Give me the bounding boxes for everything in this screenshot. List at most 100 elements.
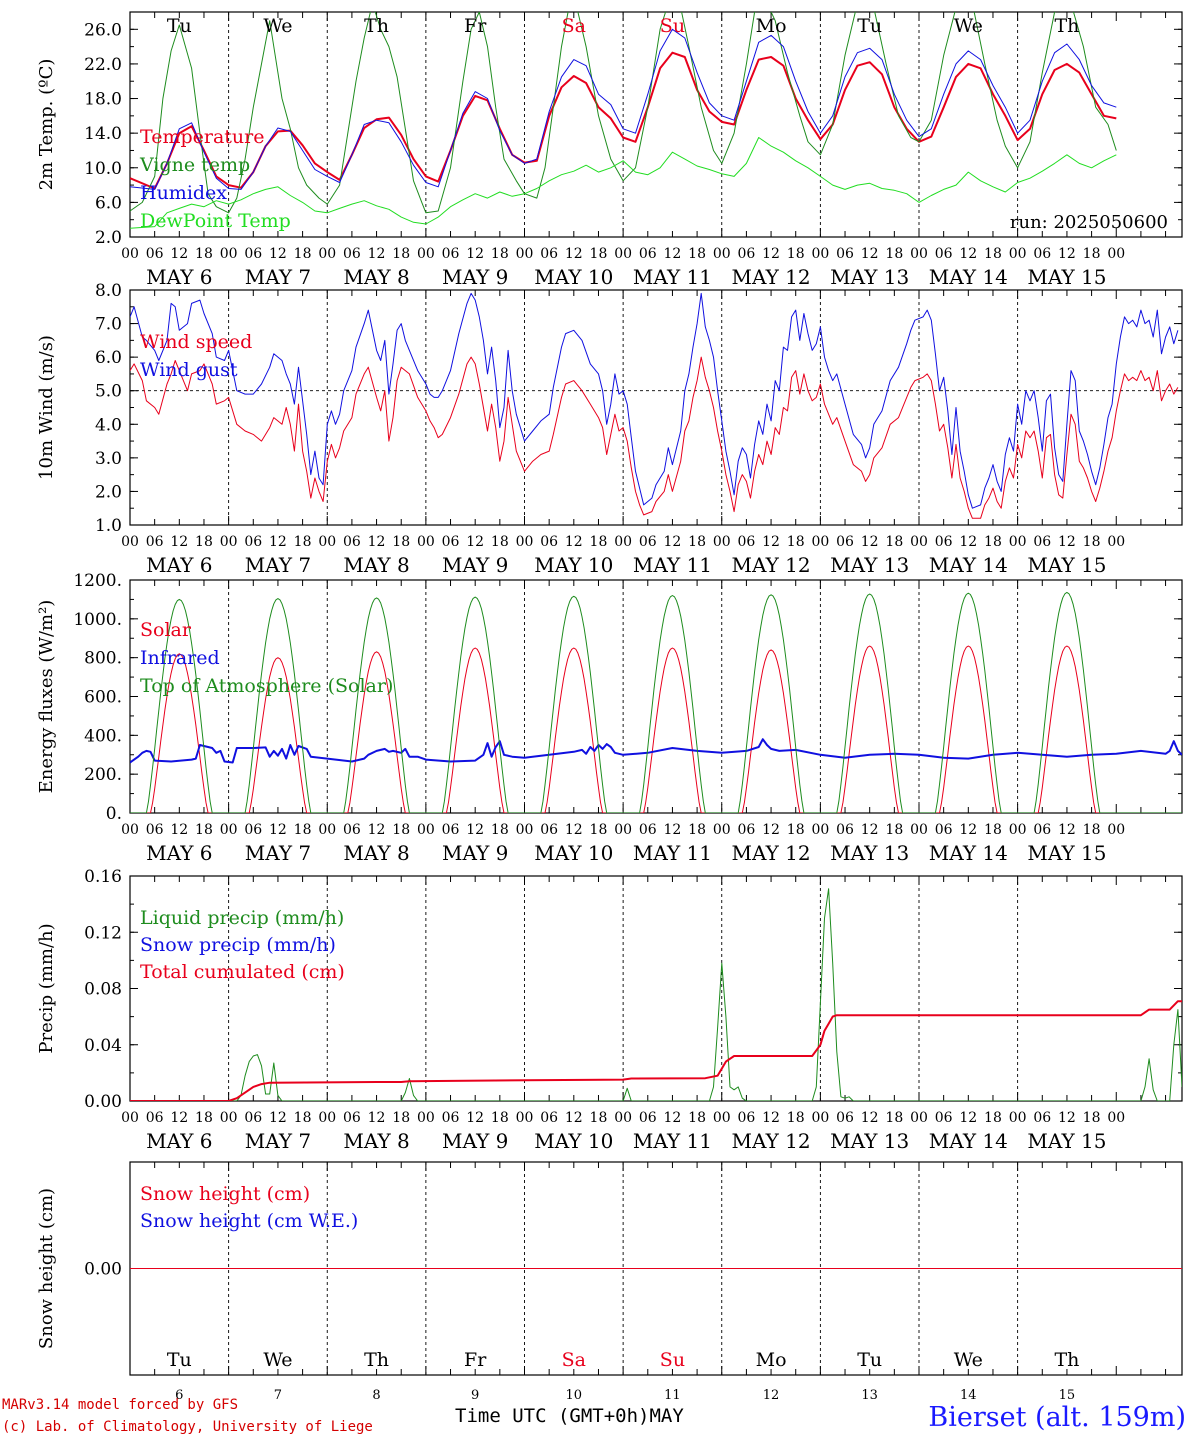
- hour-tick-label: 00: [1009, 1110, 1027, 1126]
- day-number: 10: [566, 1388, 583, 1403]
- series-group: [130, 12, 1117, 229]
- hour-tick-label: 18: [787, 822, 805, 838]
- hour-tick-label: 06: [442, 534, 460, 550]
- hour-tick-label: 00: [713, 1110, 731, 1126]
- day-number: 11: [664, 1388, 681, 1403]
- x-axis-labels: 00 06 12 18 00 06 12 18 00 06 12 18 00 06 12 18 00 06 12 18…: [121, 1110, 1125, 1153]
- hour-tick-label: 06: [146, 534, 164, 550]
- hour-tick-label: 18: [294, 534, 312, 550]
- hour-tick-label: 12: [170, 534, 188, 550]
- hour-tick-label: 06: [442, 1110, 460, 1126]
- day-label: MAY 15: [1027, 841, 1106, 865]
- weekday-label: Mo: [756, 1349, 787, 1371]
- hour-tick-label: 18: [1083, 822, 1101, 838]
- hour-tick-label: 12: [762, 822, 780, 838]
- y-tick-label: 1200.: [73, 571, 122, 591]
- day-number: 14: [960, 1388, 977, 1403]
- weekday-label: Fr: [464, 1349, 487, 1371]
- hour-tick-label: 00: [1107, 246, 1125, 262]
- snow-panel: 0.00 Snow height (cm) Snow height (cm) Snow…: [36, 1161, 1183, 1403]
- y-tick-label: 14.0: [84, 124, 122, 144]
- hour-tick-label: 18: [688, 534, 706, 550]
- day-label: MAY 12: [732, 1129, 811, 1153]
- temperature-line: [130, 51, 1117, 190]
- legend-entry: Snow height (cm W.E.): [140, 1210, 358, 1232]
- hour-tick-label: 00: [1107, 534, 1125, 550]
- humidex-line: [130, 28, 1117, 190]
- hour-tick-label: 00: [318, 822, 336, 838]
- total-cumulated-cm-line: [130, 1000, 1182, 1101]
- hour-tick-label: 00: [220, 246, 238, 262]
- day-label: MAY 11: [633, 265, 712, 289]
- hour-tick-label: 00: [318, 534, 336, 550]
- hour-tick-label: 18: [195, 822, 213, 838]
- day-label: MAY 8: [343, 841, 409, 865]
- hour-tick-label: 12: [368, 246, 386, 262]
- hour-tick-label: 12: [565, 1110, 583, 1126]
- day-label: MAY 6: [146, 265, 212, 289]
- legend-entry: Vigne temp: [139, 154, 250, 176]
- day-number: 13: [861, 1388, 878, 1403]
- hour-tick-label: 00: [1107, 822, 1125, 838]
- hour-tick-label: 12: [368, 822, 386, 838]
- hour-tick-label: 00: [1009, 246, 1027, 262]
- hour-tick-label: 00: [811, 246, 829, 262]
- hour-tick-label: 18: [885, 534, 903, 550]
- hour-tick-label: 18: [885, 822, 903, 838]
- lab-credit: (c) Lab. of Climatology, University of L…: [2, 1419, 373, 1435]
- hour-tick-label: 06: [442, 822, 460, 838]
- hour-tick-label: 06: [836, 1110, 854, 1126]
- day-label: MAY 9: [442, 841, 508, 865]
- hour-tick-label: 12: [565, 822, 583, 838]
- hour-tick-label: 00: [811, 1110, 829, 1126]
- weekday-label: Tu: [857, 1349, 882, 1371]
- y-tick-label: 400.: [84, 726, 122, 746]
- hour-tick-label: 06: [146, 822, 164, 838]
- y-tick-label: 26.0: [84, 20, 122, 40]
- y-tick-label: 1000.: [73, 610, 122, 630]
- legend-entry: Snow precip (mm/h): [140, 934, 336, 956]
- time-axis-title: Time UTC (GMT+0h)MAY: [455, 1405, 684, 1427]
- hour-tick-label: 12: [762, 1110, 780, 1126]
- day-label: MAY 8: [343, 265, 409, 289]
- day-label: MAY 14: [929, 841, 1008, 865]
- legend-entry: Total cumulated (cm): [140, 961, 345, 983]
- precip-panel: 0.00 0.04 0.08 0.12 0.16 Precip (mm/h) Liquid …: [36, 867, 1183, 1153]
- hour-tick-label: 00: [220, 534, 238, 550]
- y-tick-label: 0.08: [84, 980, 122, 1000]
- hour-tick-label: 00: [318, 1110, 336, 1126]
- series-group: [130, 292, 1179, 519]
- plot-frame: [129, 11, 1183, 238]
- weekday-label: Tu: [857, 15, 882, 37]
- hour-tick-label: 12: [1058, 534, 1076, 550]
- series-group: [130, 888, 1182, 1101]
- weekday-label: Th: [364, 1349, 389, 1371]
- hour-tick-label: 18: [590, 822, 608, 838]
- wind-speed-line: [130, 356, 1179, 519]
- y-tick-label: 6.0: [95, 348, 122, 368]
- day-number: 8: [372, 1388, 380, 1403]
- day-label: MAY 13: [830, 1129, 909, 1153]
- day-label: MAY 14: [929, 1129, 1008, 1153]
- legend-entry: Infrared: [140, 647, 220, 669]
- hour-tick-label: 18: [984, 822, 1002, 838]
- hour-tick-label: 18: [885, 1110, 903, 1126]
- infrared-line: [130, 738, 1182, 764]
- hour-tick-label: 18: [885, 246, 903, 262]
- y-tick-label: 22.0: [84, 55, 122, 75]
- hour-tick-label: 00: [1009, 534, 1027, 550]
- hour-tick-label: 12: [861, 1110, 879, 1126]
- y-tick-label: 10.0: [84, 159, 122, 179]
- day-number: 15: [1059, 1388, 1076, 1403]
- hour-tick-label: 00: [121, 822, 139, 838]
- y-tick-label: 4.0: [95, 415, 122, 435]
- day-label: MAY 8: [343, 1129, 409, 1153]
- hour-tick-label: 18: [392, 822, 410, 838]
- hour-tick-label: 18: [984, 534, 1002, 550]
- day-number: 6: [175, 1388, 183, 1403]
- y-tick-label: 0.00: [84, 1260, 122, 1280]
- hour-tick-label: 06: [540, 246, 558, 262]
- hour-tick-label: 12: [466, 246, 484, 262]
- hour-tick-label: 00: [1009, 822, 1027, 838]
